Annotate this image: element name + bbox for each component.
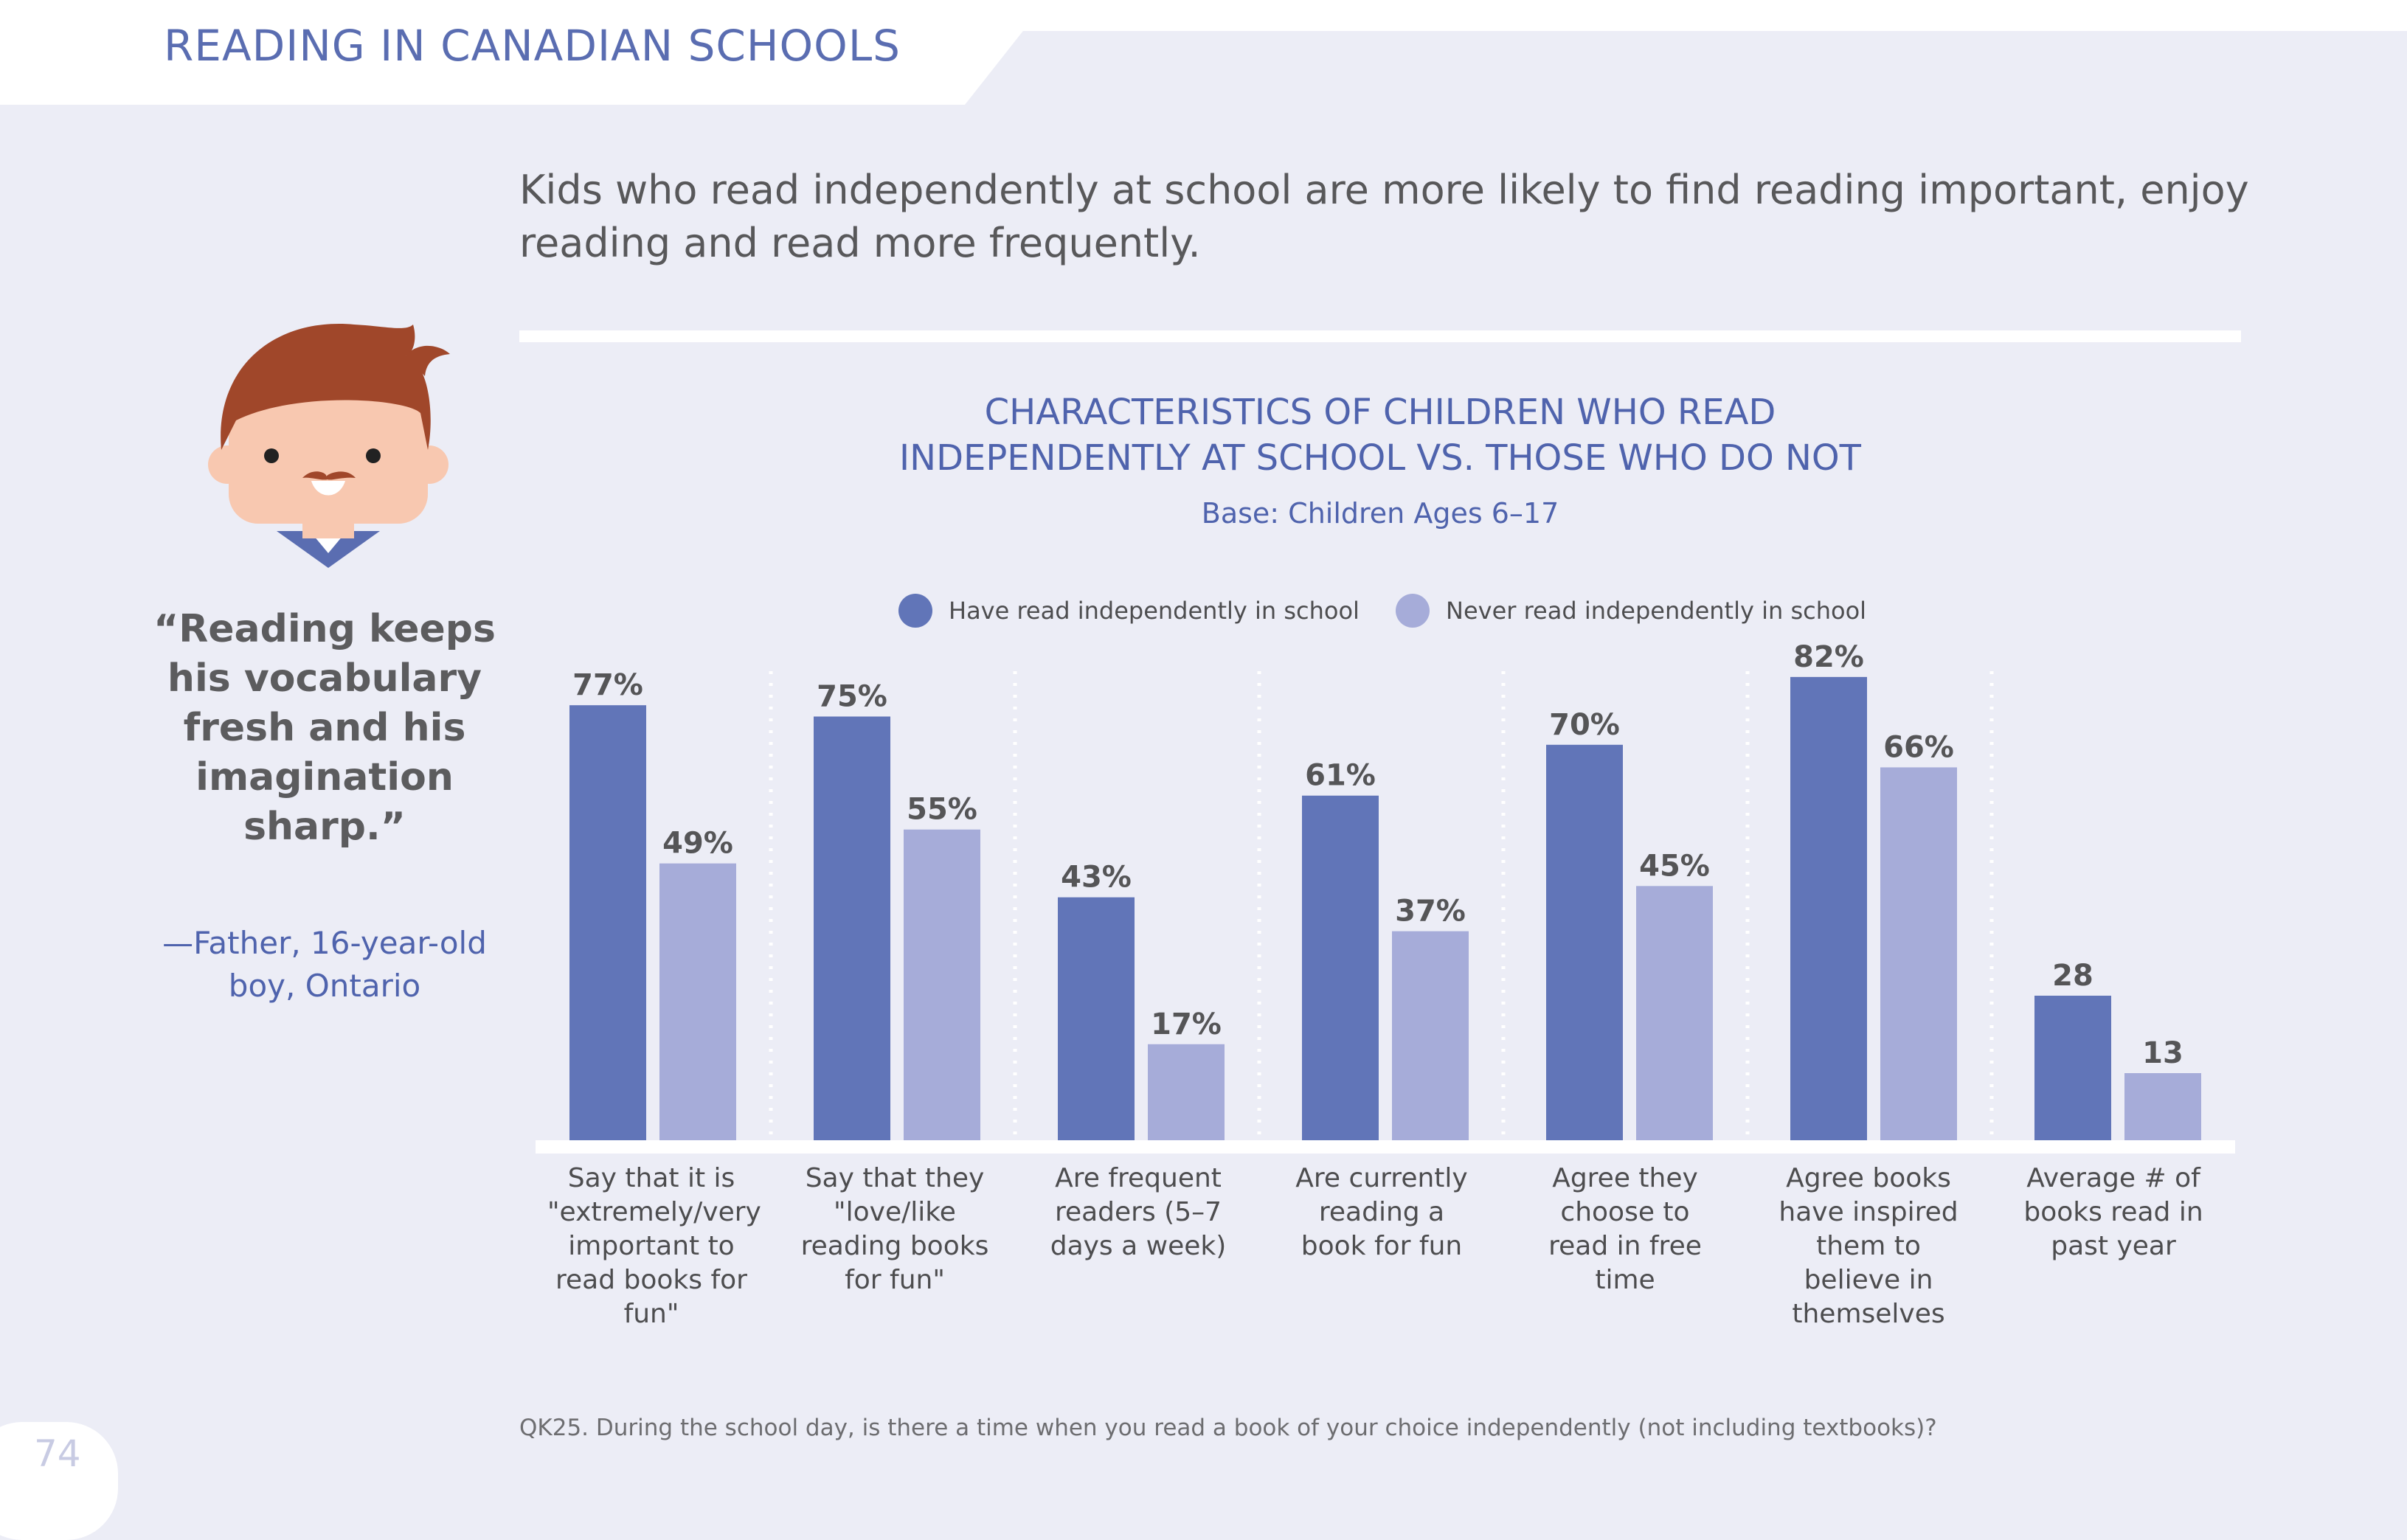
footnote: QK25. During the school day, is there a … [519,1415,1937,1441]
legend-swatch [1396,594,1430,628]
chart-title: CHARACTERISTICS OF CHILDREN WHO READ IND… [899,392,1861,479]
category-label: Average # of books read in past year [2023,1163,2203,1261]
bar-have-read [1058,897,1135,1140]
bar-have-read [1302,795,1379,1140]
bar-chart: 77% 49% 75% 55% 43% 17% 61% 37% 70% 45% 82% 66% 28 13 [536,640,2235,1154]
category-label: Are frequent readers (5–7 days a week) [1050,1163,1227,1261]
bar-have-read [1790,676,1867,1140]
bar-never-read [1392,931,1469,1140]
bar-never-read [1148,1044,1225,1140]
category-label: Agree they choose to read in free time [1548,1163,1702,1295]
x-axis-baseline [536,1140,2235,1154]
pull-quote: “Reading keeps his vocabulary fresh and … [153,607,496,849]
page-number: 74 [34,1432,81,1475]
bar-have-read [814,716,890,1140]
data-label: 45% [1639,849,1710,883]
legend-label: Have read independently in school [949,597,1360,625]
chart-subtitle: Base: Children Ages 6–17 [1201,497,1559,530]
legend-label: Never read independently in school [1446,597,1867,625]
data-label: 28 [2052,959,2093,993]
quote-attribution: —Father, 16-year-old boy, Ontario [162,925,487,1004]
boy-avatar-icon [208,324,450,568]
data-label: 43% [1061,861,1132,895]
bar-never-read [659,863,736,1140]
bar-have-read [2034,996,2111,1140]
data-label: 49% [662,827,733,861]
category-label: Say that they "love/like reading books f… [800,1163,989,1295]
legend-item-series-2: Never read independently in school [1396,590,1866,631]
bar-never-read [1880,767,1957,1140]
bar-have-read [1546,744,1623,1140]
divider [519,330,2241,342]
data-label: 70% [1549,708,1620,742]
data-label: 77% [572,668,643,702]
category-label: Agree books have inspired them to believ… [1779,1163,1958,1329]
section-title: READING IN CANADIAN SCHOOLS [164,21,901,71]
data-label: 17% [1151,1007,1222,1041]
bar-never-read [2124,1073,2201,1140]
data-label: 55% [907,793,977,827]
bar-never-read [904,829,980,1140]
data-label: 82% [1793,640,1864,674]
bar-have-read [569,705,646,1140]
data-label: 61% [1305,759,1376,793]
category-label: Say that it is "extremely/very important… [547,1163,761,1329]
headline: Kids who read independently at school ar… [519,167,2249,266]
header-band [0,0,2407,105]
legend-swatch [898,594,932,628]
data-label: 75% [817,680,887,714]
legend-item-series-1: Have read independently in school [898,590,1360,631]
data-label: 66% [1883,730,1954,764]
data-label: 37% [1395,895,1466,929]
data-label: 13 [2142,1036,2183,1070]
bar-never-read [1636,886,1713,1140]
category-label: Are currently reading a book for fun [1295,1163,1468,1261]
